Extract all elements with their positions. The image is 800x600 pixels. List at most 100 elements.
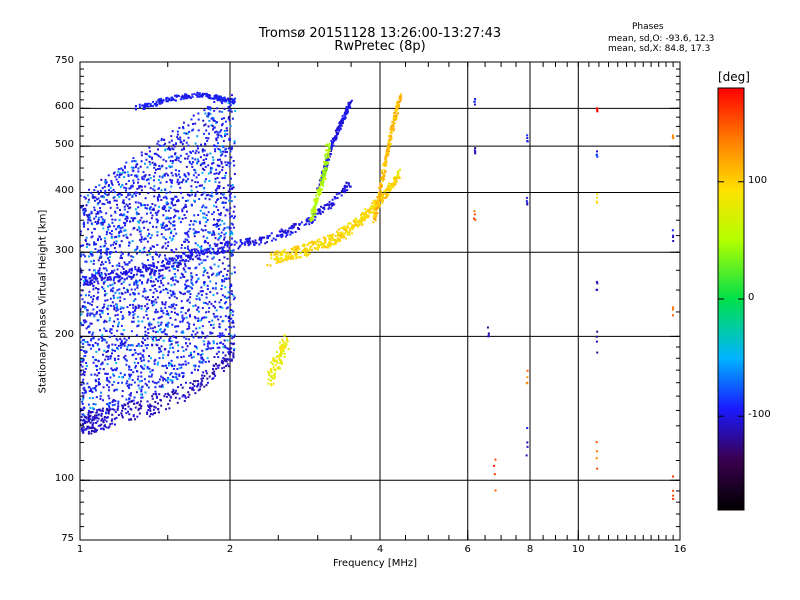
echo-point — [105, 320, 108, 323]
echo-point — [195, 251, 198, 254]
echo-point — [202, 132, 205, 135]
echo-point — [203, 385, 206, 388]
y-tick-label: 200 — [54, 329, 74, 341]
echo-point — [183, 399, 186, 402]
echo-point — [322, 169, 325, 172]
echo-point — [164, 301, 167, 304]
echo-point — [171, 279, 174, 282]
echo-point — [138, 344, 141, 347]
echo-point — [268, 234, 271, 237]
echo-point — [321, 170, 324, 173]
echo-point — [81, 305, 84, 308]
echo-point — [86, 309, 89, 312]
echo-point — [187, 124, 190, 127]
echo-point — [286, 258, 289, 261]
echo-point — [120, 311, 123, 314]
echo-point — [340, 118, 343, 121]
echo-point — [109, 284, 112, 287]
echo-point — [102, 419, 105, 422]
echo-point — [280, 236, 283, 239]
echo-point — [270, 375, 273, 378]
echo-point — [215, 139, 218, 142]
echo-point — [171, 130, 174, 133]
echo-point — [110, 367, 113, 370]
echo-point — [227, 315, 230, 318]
echo-point — [83, 305, 86, 308]
echo-point — [138, 249, 141, 252]
echo-point — [192, 389, 195, 392]
echo-point — [184, 97, 187, 100]
echo-point — [100, 273, 103, 276]
echo-point — [161, 376, 164, 379]
echo-point — [222, 150, 225, 153]
echo-point — [143, 378, 146, 381]
echo-point — [222, 228, 225, 231]
echo-point — [314, 199, 317, 202]
echo-point — [228, 194, 231, 197]
echo-point — [111, 383, 114, 386]
echo-point — [205, 316, 208, 319]
echo-point — [199, 209, 202, 212]
echo-point — [150, 336, 153, 339]
echo-point — [85, 246, 88, 249]
echo-point — [199, 156, 202, 159]
echo-point — [191, 283, 194, 286]
echo-point — [218, 97, 221, 100]
echo-point — [223, 339, 226, 342]
echo-point — [321, 183, 324, 186]
echo-point — [162, 284, 165, 287]
echo-point — [159, 144, 162, 147]
echo-point — [672, 137, 675, 140]
echo-point — [213, 252, 216, 255]
echo-point — [188, 314, 191, 317]
echo-point — [82, 431, 85, 434]
echo-point — [180, 272, 183, 275]
echo-point — [154, 251, 157, 254]
echo-point — [124, 291, 127, 294]
echo-point — [213, 364, 216, 367]
echo-point — [197, 382, 200, 385]
echo-point — [474, 152, 477, 155]
echo-point — [128, 397, 131, 400]
echo-point — [151, 255, 154, 258]
echo-point — [126, 204, 129, 207]
echo-point — [135, 306, 138, 309]
echo-point — [167, 403, 170, 406]
echo-point — [211, 156, 214, 159]
echo-point — [221, 117, 224, 120]
echo-point — [96, 414, 99, 417]
echo-point — [218, 323, 221, 326]
echo-point — [98, 200, 101, 203]
echo-point — [266, 241, 269, 244]
echo-point — [132, 320, 135, 323]
echo-point — [173, 273, 176, 276]
echo-point — [171, 259, 174, 262]
echo-point — [137, 268, 140, 271]
echo-point — [116, 226, 119, 229]
echo-point — [84, 391, 87, 394]
echo-point — [323, 245, 326, 248]
echo-point — [361, 212, 364, 215]
echo-point — [525, 200, 528, 203]
echo-point — [91, 344, 94, 347]
echo-point — [90, 338, 93, 341]
echo-point — [178, 373, 181, 376]
echo-point — [151, 214, 154, 217]
echo-point — [182, 394, 185, 397]
echo-point — [284, 345, 287, 348]
echo-point — [144, 305, 147, 308]
echo-point — [158, 164, 161, 167]
echo-point — [141, 265, 144, 268]
echo-point — [217, 265, 220, 268]
echo-point — [298, 247, 301, 250]
echo-point — [141, 178, 144, 181]
echo-point — [181, 181, 184, 184]
echo-point — [194, 392, 197, 395]
echo-point — [326, 167, 329, 170]
echo-point — [230, 284, 233, 287]
echo-point — [209, 266, 212, 269]
echo-point — [155, 168, 158, 171]
echo-point — [372, 221, 375, 224]
echo-point — [320, 180, 323, 183]
echo-point — [157, 361, 160, 364]
